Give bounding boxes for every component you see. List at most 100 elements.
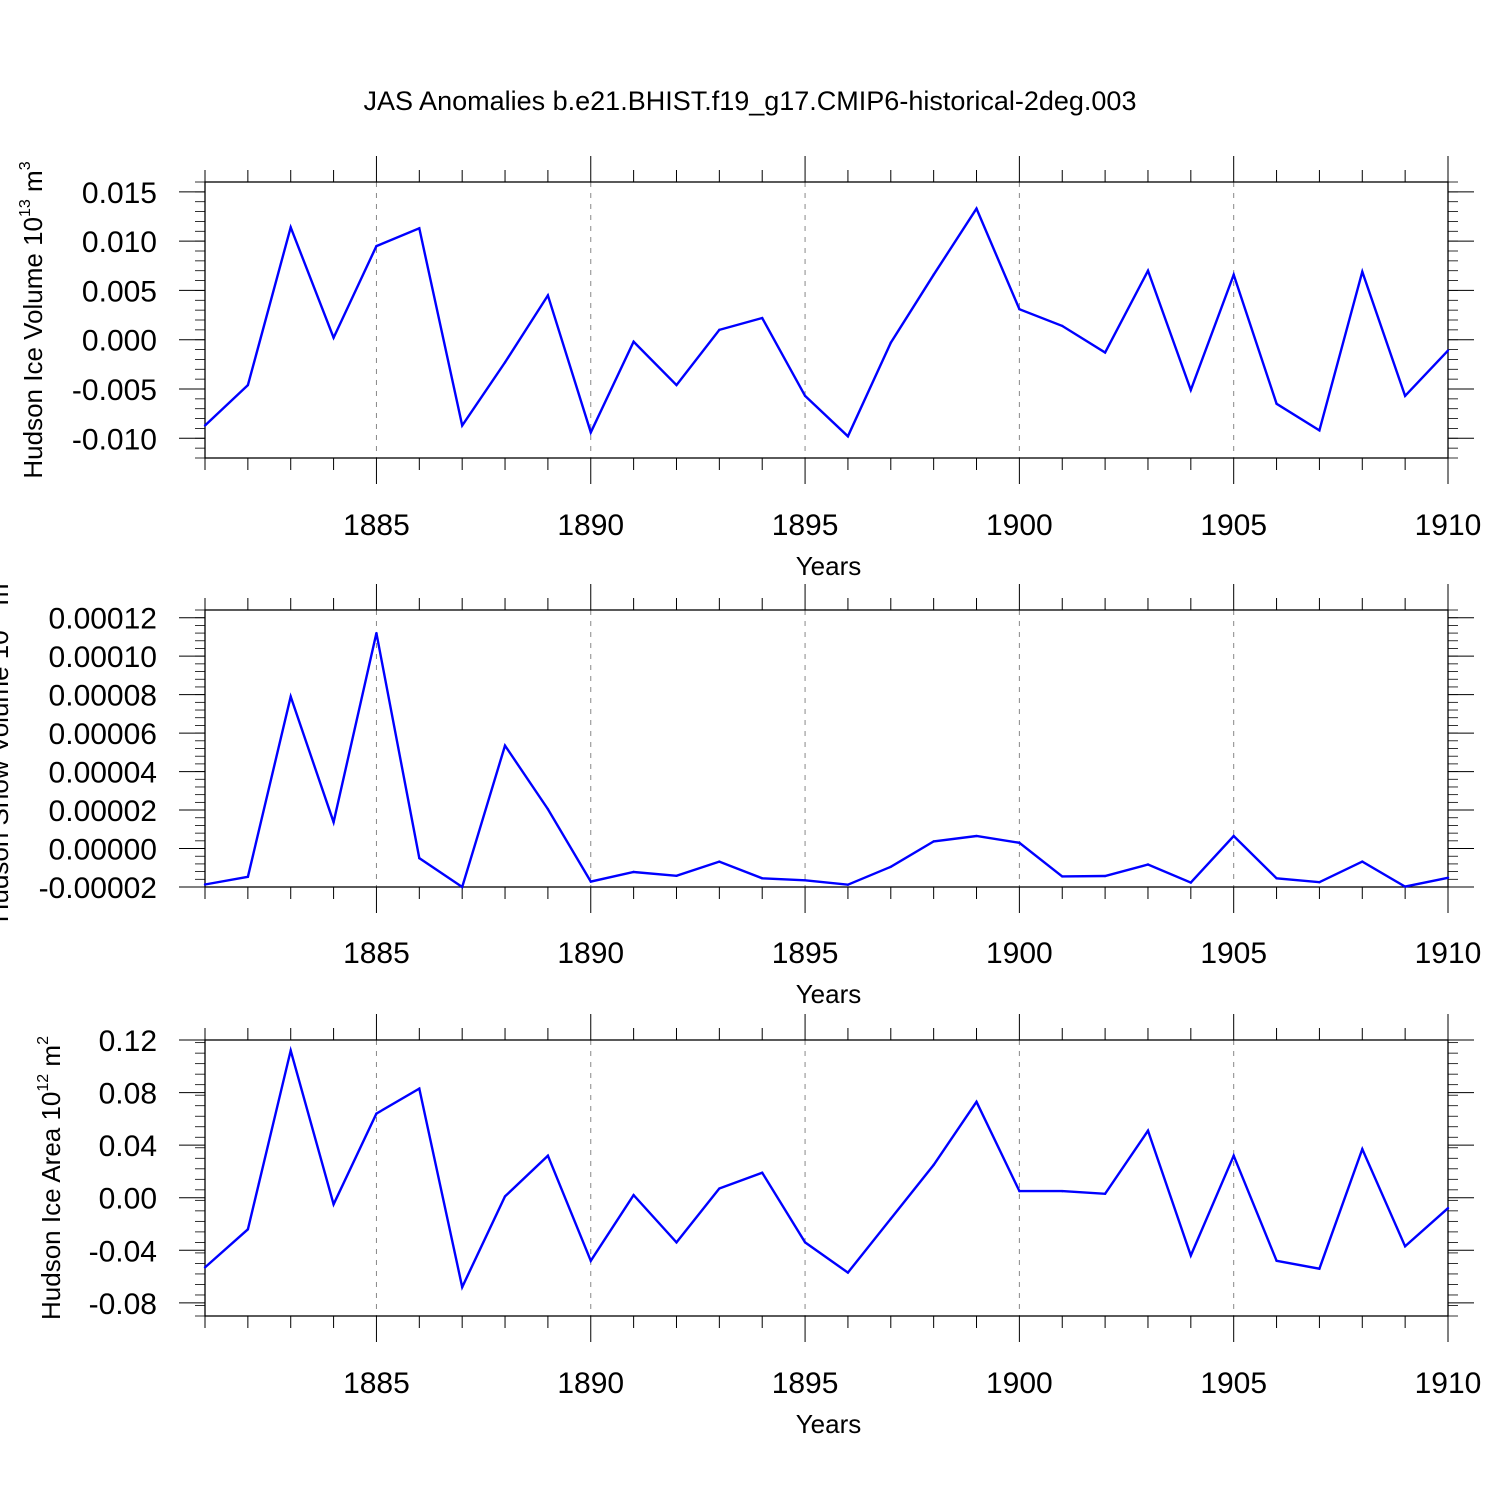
y-tick-label: 0.00000 [49,834,157,867]
x-tick-label: 1910 [1415,509,1482,542]
x-tick-label: 1895 [772,937,839,970]
data-point [375,1112,378,1115]
plot-frame [204,609,1449,888]
data-point [1018,307,1021,311]
y-axis-label: Hudson Ice Volume 1013 m3 [17,161,48,478]
panel-ice-area: -0.08 -0.04 0.00 0.04 0.08 0.12 1885 1890 1895 19… [35,1014,1481,1439]
y-tick-label: -0.04 [89,1235,157,1268]
panel-ice-volume: -0.010 -0.005 0.000 0.005 0.010 0.015 1885 1890… [17,156,1481,581]
data-point [1018,1189,1021,1193]
data-point [761,877,764,880]
series-line [204,632,1449,889]
data-point [203,1266,207,1269]
data-point [503,744,507,747]
data-point [1061,324,1064,328]
y-tick-label: 0.00004 [49,757,157,790]
x-tick-label: 1895 [772,509,839,542]
data-point [761,1171,764,1174]
x-tick-label: 1890 [557,937,624,970]
data-point [332,336,335,339]
data-point [1361,270,1364,273]
x-axis-label: Years [796,551,862,581]
data-point [589,1259,592,1263]
data-point [1446,349,1450,352]
y-tick-label: 0.00010 [49,641,157,674]
data-point [632,340,635,343]
y-tick-label: 0.04 [99,1130,157,1163]
data-point [203,883,207,886]
y-tick-label: 0.00006 [49,718,157,751]
data-point [418,856,421,860]
data-point [1189,1254,1193,1257]
data-point [332,1203,335,1206]
data-point [546,294,550,297]
data-point [718,328,721,332]
data-point [1189,388,1193,392]
data-point [803,394,807,398]
x-tick-label: 1905 [1200,1367,1267,1400]
x-tick-label: 1910 [1415,1367,1482,1400]
data-point [203,424,207,427]
y-tick-label: 0.015 [82,177,157,210]
data-point [1146,863,1150,866]
data-point [1403,394,1407,398]
data-point [761,316,764,320]
y-tick-label: 0.010 [82,226,157,259]
data-point [1146,269,1150,272]
data-point [632,870,635,874]
data-point [846,883,850,886]
data-point [975,1100,978,1103]
data-point [1318,1267,1321,1270]
data-point [1318,429,1321,432]
y-tick-label: 0.00002 [49,795,157,828]
y-tick-label: 0.08 [99,1078,157,1111]
data-point [1061,1189,1064,1193]
y-tick-label: 0.00012 [49,603,157,636]
data-point [503,361,507,364]
data-point [418,1087,421,1090]
data-point [246,383,250,387]
data-point [460,1285,464,1289]
data-point [1361,860,1364,863]
data-point [1318,880,1321,884]
data-point [546,807,550,811]
y-axis-label: Hudson Ice Area 1012 m2 [35,1036,66,1320]
data-point [589,431,592,434]
data-point [375,631,378,635]
x-tick-label: 1900 [986,1367,1053,1400]
data-point [1103,1192,1107,1195]
series-line [204,1045,1449,1291]
panel-snow-volume: -0.00002 0.00000 0.00002 0.00004 0.00006 0.00… [0,584,1481,1009]
x-tick-label: 1905 [1200,937,1267,970]
data-point [1061,875,1064,878]
data-point [1189,881,1193,884]
data-point [1103,351,1107,354]
data-point [1232,273,1235,276]
plot-frame [204,1039,1449,1317]
data-point [1232,834,1235,838]
x-axis-label: Years [796,1409,862,1439]
data-point [503,1195,507,1198]
data-point [803,879,807,882]
data-point [418,227,421,230]
series-line [204,206,1449,439]
data-point [675,383,678,387]
data-point [975,207,978,210]
data-point [1275,877,1278,880]
data-point [632,1193,635,1197]
y-tick-label: -0.00002 [39,872,157,905]
data-point [1403,885,1407,888]
y-tick-label: 0.005 [82,275,157,308]
data-point [932,1163,935,1167]
y-tick-label: -0.08 [89,1288,157,1321]
data-point [1446,1207,1450,1210]
data-point [460,424,464,427]
data-point [889,865,892,869]
data-point [889,1217,892,1220]
data-point [675,1241,678,1244]
data-point [718,860,721,863]
data-point [846,1271,850,1274]
data-point [1103,874,1107,878]
data-point [1446,876,1450,879]
